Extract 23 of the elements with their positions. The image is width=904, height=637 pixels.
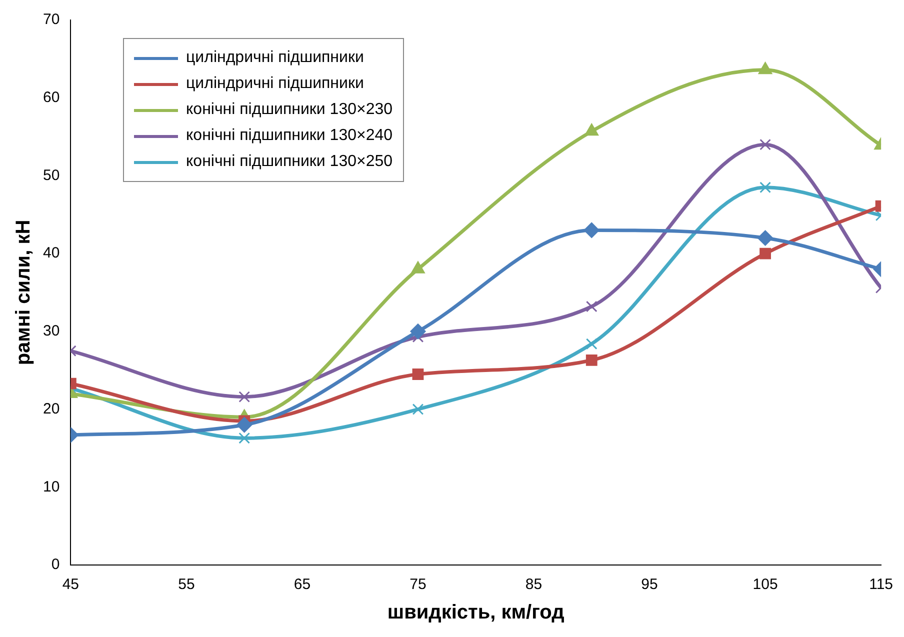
y-tick-label: 0	[51, 556, 60, 574]
x-tick-label: 85	[525, 576, 542, 594]
y-tick-label: 20	[42, 400, 60, 418]
x-tick-label: 105	[752, 576, 778, 594]
y-tick-label: 40	[42, 244, 60, 262]
x-tick-label: 75	[410, 576, 426, 594]
y-axis-title: рамні сили, кН	[12, 220, 35, 366]
legend-label: циліндричні підшипники	[186, 49, 364, 67]
y-tick-label: 70	[42, 11, 60, 28]
y-tick-label: 60	[42, 89, 60, 106]
y-tick-label: 50	[42, 166, 60, 184]
x-tick-label: 115	[869, 576, 894, 594]
x-tick-label: 45	[62, 576, 80, 594]
legend-label: конічні підшипники 130×240	[186, 127, 393, 145]
y-tick-label: 30	[42, 322, 60, 340]
legend-label: конічні підшипники 130×250	[186, 153, 393, 171]
x-tick-label: 65	[294, 576, 311, 594]
x-axis-title: швидкість, км/год	[387, 602, 565, 624]
legend-label: циліндричні підшипники	[186, 75, 364, 93]
x-tick-label: 55	[178, 576, 195, 594]
y-tick-label: 10	[42, 478, 60, 496]
legend-label: конічні підшипники 130×230	[186, 101, 393, 119]
x-tick-label: 95	[641, 576, 658, 594]
